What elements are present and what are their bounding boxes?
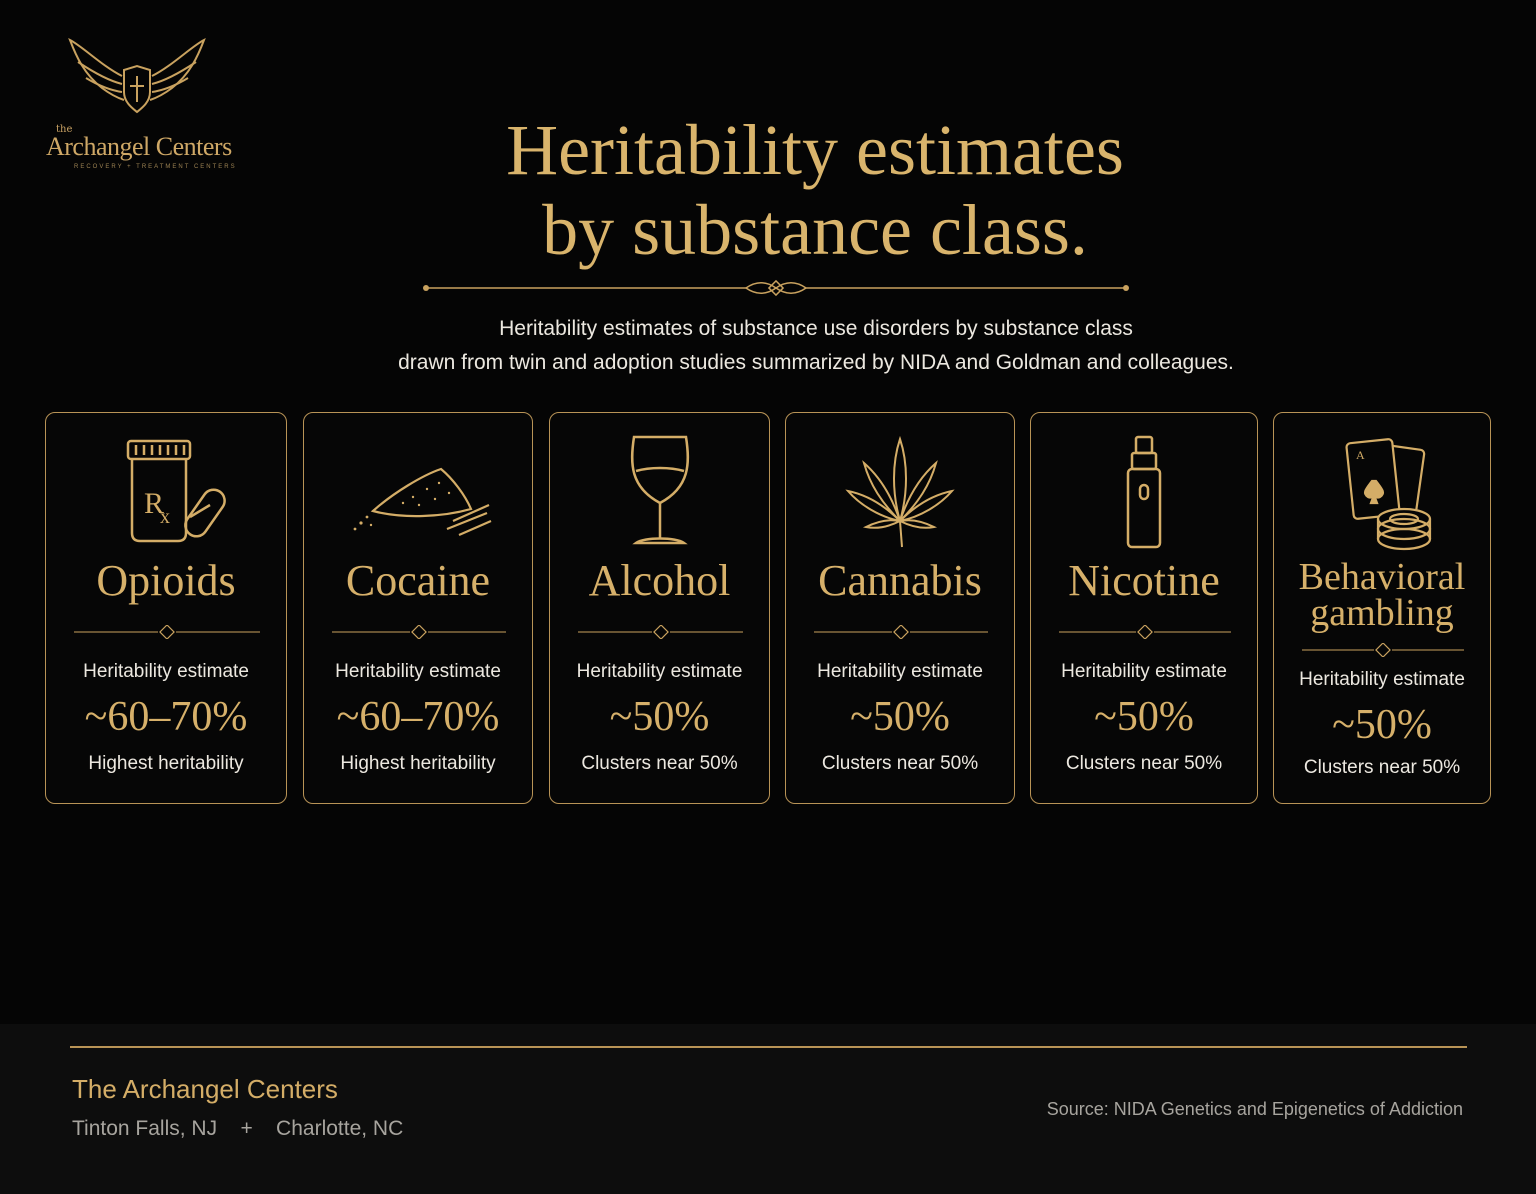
footer-location-1: Tinton Falls, NJ — [72, 1117, 218, 1140]
powder-pile-icon — [353, 467, 492, 537]
logo-tagline: RECOVERY + TREATMENT CENTERS — [74, 164, 237, 170]
card-title: Cocaine — [345, 556, 491, 605]
card-divider — [332, 625, 506, 639]
brand-logo: the Archangel Centers RECOVERY + TREATME… — [40, 36, 240, 176]
footer-locations: Tinton Falls, NJ + Charlotte, NC — [72, 1117, 403, 1141]
winged-shield-icon — [68, 37, 206, 114]
card-cocaine: Cocaine Heritability estimate ~60–70% Hi… — [303, 412, 533, 804]
card-note: Clusters near 50% — [821, 753, 979, 774]
footer-divider — [70, 1046, 1467, 1048]
subtitle: Heritability estimates of substance use … — [290, 312, 1342, 380]
card-value: ~50% — [1332, 702, 1432, 748]
card-title-line-2: gambling — [1310, 592, 1454, 634]
card-opioids: R x Opioids Heritability estimate ~60–70… — [45, 412, 287, 804]
subtitle-line-1: Heritability estimates of substance use … — [499, 317, 1133, 340]
card-divider — [578, 625, 743, 639]
card-title: Behavioral gambling — [1274, 556, 1490, 634]
card-label: Heritability estimate — [335, 661, 501, 682]
card-value: ~60–70% — [336, 694, 500, 740]
svg-text:x: x — [160, 506, 170, 528]
svg-text:R: R — [144, 487, 164, 520]
card-divider — [74, 625, 260, 639]
card-note: Clusters near 50% — [581, 753, 738, 774]
card-value: ~60–70% — [84, 694, 248, 740]
card-cannabis: Cannabis Heritability estimate ~50% Clus… — [785, 412, 1015, 804]
title-divider — [423, 279, 1129, 297]
card-label: Heritability estimate — [817, 661, 983, 682]
page-title: Heritability estimates by substance clas… — [300, 110, 1330, 270]
logo-brand-name: Archangel Centers — [46, 132, 232, 161]
logo-the: the — [56, 124, 73, 135]
card-label: Heritability estimate — [1299, 669, 1465, 690]
card-title: Opioids — [96, 556, 236, 605]
card-alcohol: Alcohol Heritability estimate ~50% Clust… — [549, 412, 770, 804]
card-divider — [814, 625, 988, 639]
card-note: Clusters near 50% — [1303, 757, 1461, 778]
card-title: Nicotine — [1068, 556, 1220, 605]
footer: The Archangel Centers Tinton Falls, NJ +… — [0, 1024, 1536, 1194]
card-divider — [1302, 643, 1464, 657]
card-label: Heritability estimate — [1061, 661, 1227, 682]
footer-source: Source: NIDA Genetics and Epigenetics of… — [1046, 1099, 1463, 1119]
vape-pen-icon — [1126, 435, 1162, 549]
card-value: ~50% — [609, 694, 710, 740]
title-line-2: by substance class. — [542, 190, 1088, 270]
card-value: ~50% — [850, 694, 950, 740]
card-title: Cannabis — [818, 556, 982, 605]
title-line-1: Heritability estimates — [506, 110, 1124, 190]
subtitle-line-2: drawn from twin and adoption studies sum… — [398, 351, 1234, 374]
wine-glass-icon — [630, 435, 689, 545]
cards-chips-icon: A — [1345, 438, 1432, 551]
footer-separator: + — [240, 1117, 253, 1140]
pill-bottle-icon: R x — [126, 439, 226, 543]
card-note: Clusters near 50% — [1065, 753, 1223, 774]
card-divider — [1059, 625, 1231, 639]
card-label: Heritability estimate — [576, 661, 743, 682]
card-title: Alcohol — [588, 556, 731, 605]
card-note: Highest heritability — [88, 753, 244, 774]
card-title-line-1: Behavioral — [1298, 556, 1466, 598]
footer-org-name: The Archangel Centers — [72, 1074, 338, 1104]
footer-location-2: Charlotte, NC — [276, 1117, 404, 1140]
card-behavioral-gambling: A Behavioral gambling Heritability estim… — [1273, 412, 1491, 804]
card-note: Highest heritability — [340, 753, 496, 774]
card-value: ~50% — [1094, 694, 1194, 740]
svg-text:A: A — [1356, 448, 1365, 462]
cannabis-leaf-icon — [845, 435, 955, 548]
card-label: Heritability estimate — [83, 661, 249, 682]
card-nicotine: Nicotine Heritability estimate ~50% Clus… — [1030, 412, 1258, 804]
